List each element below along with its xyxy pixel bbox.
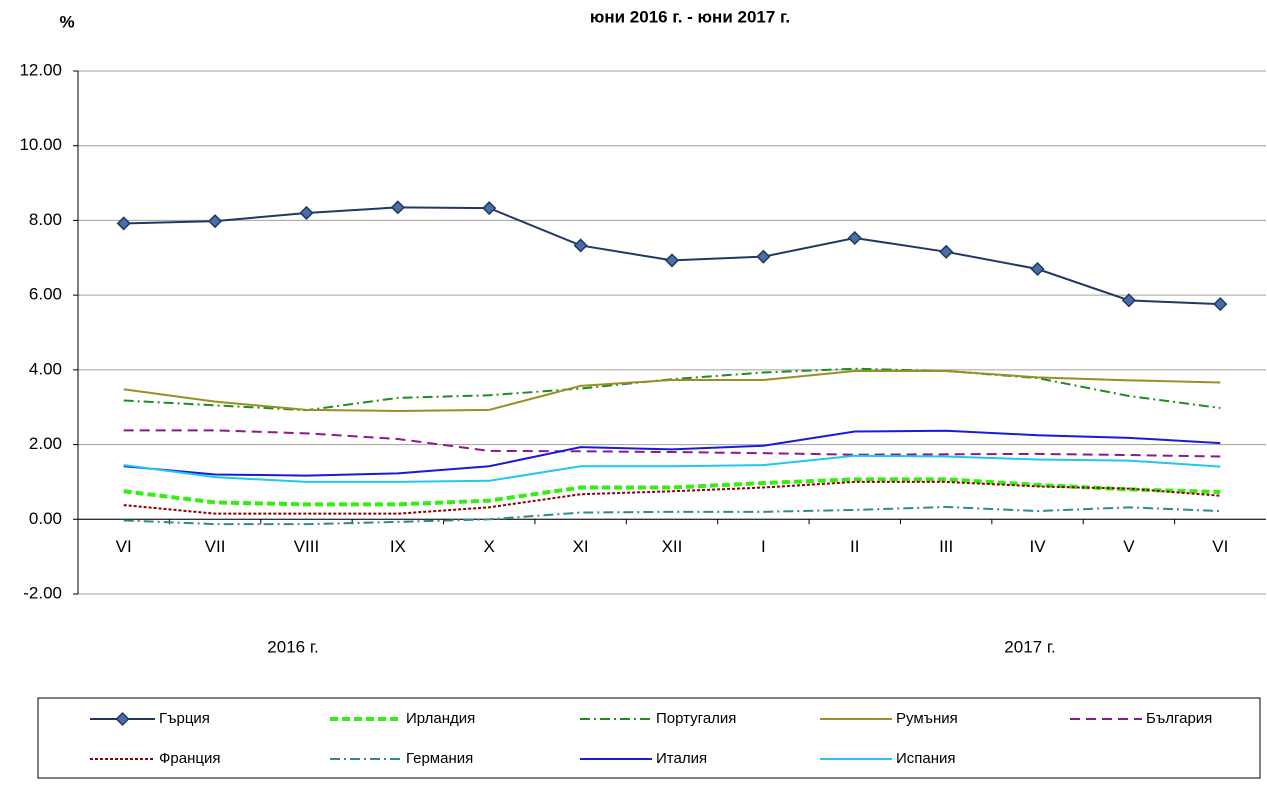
series-line <box>123 429 1221 458</box>
x-tick-label: XII <box>662 537 683 556</box>
y-axis-label: % <box>59 12 74 31</box>
series-line <box>123 454 1221 483</box>
y-tick-label: 10.00 <box>19 135 62 154</box>
series-line <box>123 480 1221 515</box>
data-point <box>482 201 497 216</box>
data-point <box>939 244 954 259</box>
legend-label: Италия <box>656 750 707 767</box>
legend-label: Румъния <box>896 710 958 727</box>
data-point <box>116 216 131 231</box>
legend-marker <box>115 711 130 727</box>
data-point <box>573 238 588 253</box>
y-tick-label: 6.00 <box>29 285 62 304</box>
legend-label: Франция <box>159 750 220 767</box>
data-point <box>1213 297 1228 312</box>
y-tick-label: 12.00 <box>19 60 62 79</box>
legend-label: България <box>1146 710 1212 727</box>
chart-subtitle: юни 2016 г. - юни 2017 г. <box>590 7 790 26</box>
data-point <box>756 249 771 264</box>
y-tick-label: -2.00 <box>23 583 62 602</box>
data-point <box>299 205 314 221</box>
x-tick-label: XI <box>573 537 589 556</box>
series-line <box>123 477 1221 507</box>
x-tick-label: X <box>484 537 495 556</box>
legend-label: Португалия <box>656 710 736 727</box>
y-tick-label: 0.00 <box>29 509 62 528</box>
series-line <box>123 369 1221 412</box>
y-tick-label: 4.00 <box>29 359 62 378</box>
x-tick-label: VI <box>1212 537 1228 556</box>
legend-box <box>37 697 1261 779</box>
x-tick-label: VII <box>205 537 226 556</box>
legend-label: Германия <box>406 750 473 767</box>
data-point <box>1030 261 1045 277</box>
x-tick-label: III <box>939 537 953 556</box>
x-tick-label: IV <box>1030 537 1047 556</box>
x-tick-label: VI <box>116 537 132 556</box>
series-line <box>123 505 1221 526</box>
data-point <box>664 253 680 268</box>
x-tick-label: I <box>761 537 766 556</box>
legend-label: Испания <box>896 750 956 767</box>
series-line <box>123 429 1221 477</box>
series-line <box>123 367 1221 412</box>
year-label: 2017 г. <box>1004 637 1055 656</box>
legend-label: Ирландия <box>406 710 475 727</box>
legend-label: Гърция <box>159 710 210 727</box>
x-tick-label: IX <box>390 537 406 556</box>
y-tick-label: 8.00 <box>29 210 62 229</box>
x-tick-label: II <box>850 537 859 556</box>
x-tick-label: V <box>1123 537 1135 556</box>
data-point <box>847 230 862 246</box>
data-point <box>390 200 405 215</box>
year-label: 2016 г. <box>267 637 318 656</box>
data-point <box>1121 293 1136 308</box>
y-tick-label: 2.00 <box>29 434 62 453</box>
data-point <box>208 214 223 229</box>
x-tick-label: VIII <box>294 537 320 556</box>
